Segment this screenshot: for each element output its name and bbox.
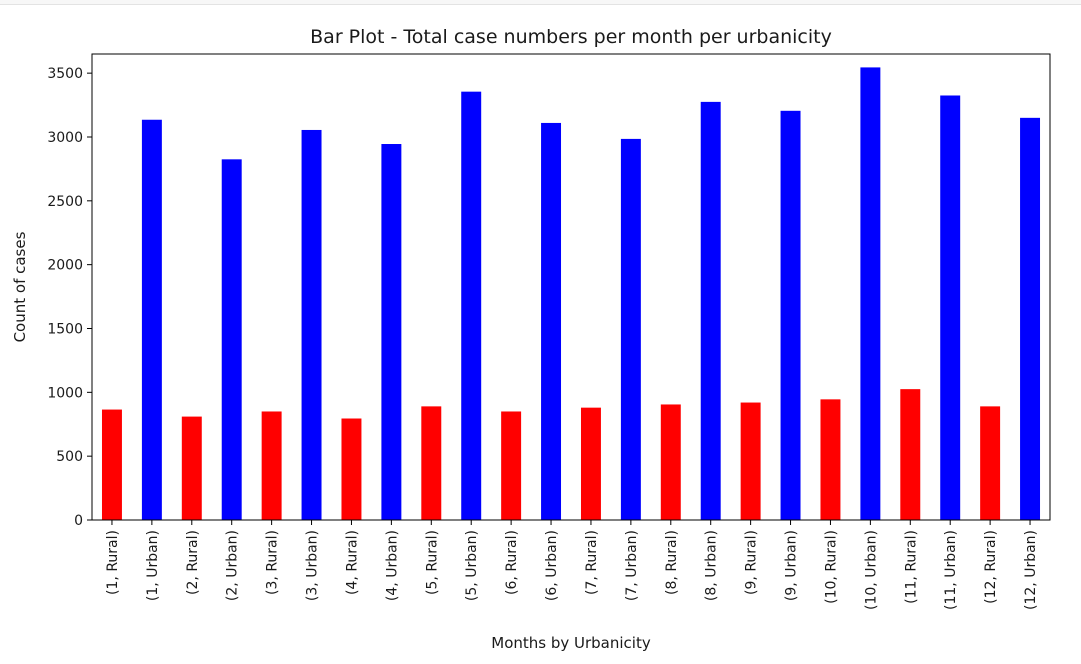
y-axis: 0 500 1000 1500 2000 2500 3000 3500 bbox=[47, 66, 92, 529]
x-tick-label: (8, Rural) bbox=[664, 530, 680, 595]
y-tick-label: 3000 bbox=[47, 130, 83, 146]
x-tick-label: (9, Urban) bbox=[784, 530, 800, 601]
bar-urban bbox=[541, 122, 562, 520]
bar-rural bbox=[900, 389, 921, 520]
x-tick-label: (5, Urban) bbox=[464, 530, 480, 601]
x-tick-label: (1, Urban) bbox=[145, 530, 161, 601]
bar-urban bbox=[940, 95, 961, 521]
x-tick-label: (2, Urban) bbox=[225, 530, 241, 601]
x-tick-label: (4, Urban) bbox=[384, 530, 400, 601]
y-tick-label: 0 bbox=[74, 513, 83, 529]
bar-rural bbox=[181, 416, 202, 520]
bar-rural bbox=[101, 409, 122, 520]
bar-urban bbox=[141, 119, 162, 520]
chart-title: Bar Plot - Total case numbers per month … bbox=[310, 26, 832, 48]
x-axis-label: Months by Urbanicity bbox=[491, 634, 651, 652]
bar-rural bbox=[740, 402, 761, 520]
y-tick-label: 3500 bbox=[47, 66, 83, 82]
x-tick-label: (7, Urban) bbox=[624, 530, 640, 601]
x-tick-label: (11, Urban) bbox=[943, 530, 959, 610]
y-tick-label: 2000 bbox=[47, 258, 83, 274]
x-tick-label: (6, Urban) bbox=[544, 530, 560, 601]
x-tick-label: (8, Urban) bbox=[704, 530, 720, 601]
bar-urban bbox=[381, 144, 402, 520]
x-tick-label: (2, Rural) bbox=[185, 530, 201, 595]
x-axis: (1, Rural) (1, Urban) (2, Rural) (2, Urban)… bbox=[105, 520, 1039, 610]
bar-rural bbox=[820, 399, 841, 520]
bar-urban bbox=[301, 129, 322, 520]
x-tick-label: (12, Urban) bbox=[1023, 530, 1039, 610]
bar-rural bbox=[341, 418, 362, 520]
y-tick-label: 500 bbox=[56, 449, 83, 465]
y-tick-label: 1000 bbox=[47, 385, 83, 401]
x-tick-label: (9, Rural) bbox=[744, 530, 760, 595]
x-tick-label: (3, Rural) bbox=[265, 530, 281, 595]
x-tick-label: (1, Rural) bbox=[105, 530, 121, 595]
y-tick-label: 2500 bbox=[47, 194, 83, 210]
bar-rural bbox=[660, 404, 681, 520]
bar-urban bbox=[1020, 117, 1041, 520]
bar-rural bbox=[501, 411, 522, 520]
bar-urban bbox=[700, 101, 721, 520]
bars-group bbox=[101, 67, 1041, 521]
x-tick-label: (7, Rural) bbox=[584, 530, 600, 595]
bar-rural bbox=[421, 406, 442, 520]
bar-rural bbox=[261, 411, 282, 520]
x-tick-label: (10, Rural) bbox=[823, 530, 839, 604]
bar-urban bbox=[780, 110, 801, 520]
x-tick-label: (6, Rural) bbox=[504, 530, 520, 595]
bar-rural bbox=[580, 407, 601, 520]
x-tick-label: (3, Urban) bbox=[305, 530, 321, 601]
top-divider bbox=[0, 0, 1081, 5]
bar-urban bbox=[620, 138, 641, 520]
x-tick-label: (12, Rural) bbox=[983, 530, 999, 604]
y-tick-label: 1500 bbox=[47, 321, 83, 337]
bar-rural bbox=[980, 406, 1001, 520]
plot-frame bbox=[91, 53, 1051, 521]
x-tick-label: (4, Rural) bbox=[344, 530, 360, 595]
x-tick-label: (5, Rural) bbox=[424, 530, 440, 595]
y-axis-label: Count of cases bbox=[11, 231, 29, 342]
bar-urban bbox=[860, 67, 881, 520]
bar-urban bbox=[461, 91, 482, 520]
x-tick-label: (10, Urban) bbox=[863, 530, 879, 610]
x-tick-label: (11, Rural) bbox=[903, 530, 919, 604]
bar-urban bbox=[221, 159, 242, 520]
